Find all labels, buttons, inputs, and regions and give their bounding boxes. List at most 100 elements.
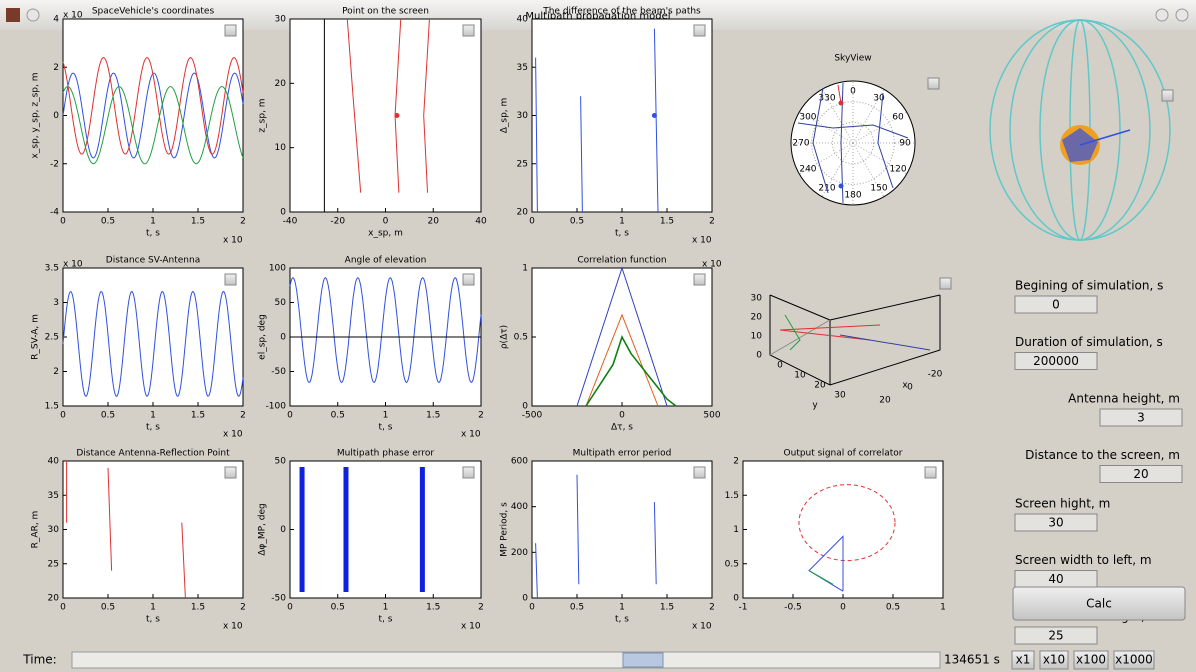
phase-band — [419, 467, 425, 592]
curve — [829, 294, 941, 321]
calc-button[interactable] — [1012, 586, 1186, 621]
y-tick-label: 2 — [733, 457, 739, 467]
speed-button[interactable] — [1011, 650, 1035, 670]
x-tick-label: 0 — [529, 217, 535, 227]
control-value: 30 — [1048, 516, 1063, 530]
app-icon — [6, 8, 20, 22]
x-tick-label: 2 — [478, 411, 484, 421]
plot-title: SpaceVehicle's coordinates — [92, 7, 215, 17]
control-value: 25 — [1048, 629, 1063, 643]
slider-thumb[interactable] — [622, 652, 664, 668]
control-input[interactable] — [1014, 513, 1098, 532]
control-value: 40 — [1048, 572, 1063, 586]
y-tick-label: -100 — [266, 402, 287, 412]
plot-checkbox[interactable] — [927, 77, 940, 90]
plot-title: Distance SV-Antenna — [106, 256, 200, 266]
skyview-spoke — [799, 142, 854, 175]
x-tick-label: 0 — [840, 603, 846, 613]
plot-checkbox[interactable] — [224, 24, 237, 37]
control-input[interactable] — [1099, 465, 1183, 483]
x-tick-label: 2 — [240, 411, 246, 421]
plot-checkbox[interactable] — [1161, 89, 1174, 102]
x-axis-label: t, s — [379, 423, 393, 433]
x-tick-label: 20 — [879, 396, 891, 406]
skyview-label: 150 — [870, 184, 887, 194]
x-tick-label: 1.5 — [191, 411, 205, 421]
skyview-label: 330 — [818, 93, 835, 103]
y-tick-label: -4 — [50, 208, 59, 218]
plot-title: Multipath phase error — [337, 449, 434, 459]
curve — [812, 87, 829, 194]
y-tick-label: 100 — [269, 264, 286, 274]
y-axis-label: y — [812, 401, 818, 411]
x-tick-label: 1 — [383, 603, 389, 613]
axis-exponent: x 10 — [461, 430, 481, 440]
curve — [62, 57, 244, 155]
curve — [769, 319, 831, 356]
z-tick-label: 10 — [751, 332, 763, 342]
plot-checkbox[interactable] — [693, 466, 706, 479]
speed-button[interactable] — [1113, 650, 1155, 670]
x-tick-label: 0.5 — [101, 603, 115, 613]
marker — [838, 183, 844, 189]
close-button[interactable] — [1175, 8, 1189, 22]
x-tick-label: -500 — [522, 411, 543, 421]
control-input[interactable] — [1099, 408, 1183, 427]
x-tick-label: 2 — [240, 603, 246, 613]
plot-checkbox[interactable] — [462, 24, 475, 37]
curve — [423, 18, 430, 193]
plot-checkbox[interactable] — [924, 466, 937, 479]
x-tick-label: -0.5 — [784, 603, 802, 613]
time-slider[interactable] — [71, 651, 941, 669]
x-tick-label: 0.5 — [101, 217, 115, 227]
skyview-spoke — [821, 142, 854, 197]
speed-button[interactable] — [1039, 650, 1069, 670]
y-tick-label: 2.5 — [45, 333, 59, 343]
x-tick-label: 40 — [475, 217, 487, 227]
x-axis-label: Δτ, s — [611, 423, 633, 433]
z-tick-label: 0 — [756, 351, 762, 361]
plot-checkbox[interactable] — [462, 273, 475, 286]
curve — [576, 474, 580, 585]
marker — [394, 113, 400, 118]
plot-checkbox[interactable] — [224, 466, 237, 479]
y-tick-label: 40 — [48, 457, 60, 467]
y-tick-label: 1.5 — [725, 491, 739, 501]
axis-exponent: x 10 — [223, 236, 243, 246]
x-tick-label: 0 — [383, 217, 389, 227]
curve — [837, 84, 842, 104]
minimize-button[interactable] — [1155, 8, 1169, 22]
skyview-label: 90 — [899, 139, 911, 149]
window-menu[interactable] — [26, 8, 40, 22]
plot-checkbox[interactable] — [939, 277, 952, 290]
y-tick-label: 20 — [48, 594, 60, 604]
control-input[interactable] — [1014, 352, 1098, 370]
y-axis-label: x_sp, y_sp, z_sp, m — [31, 72, 41, 158]
plot-checkbox[interactable] — [693, 24, 706, 37]
y-tick-label: 30 — [834, 391, 846, 401]
speed-button[interactable] — [1073, 650, 1109, 670]
plot-checkbox[interactable] — [462, 466, 475, 479]
y-tick-label: 30 — [517, 111, 529, 121]
y-tick-label: 40 — [517, 15, 529, 25]
x-tick-label: 0 — [619, 411, 625, 421]
x-tick-label: 0 — [60, 603, 66, 613]
y-tick-label: 4 — [53, 15, 59, 25]
x-tick-label: 0.5 — [886, 603, 900, 613]
y-tick-label: 35 — [48, 491, 59, 501]
plot-title: Multipath error period — [573, 449, 672, 459]
y-tick-label: 0 — [280, 333, 286, 343]
plot-checkbox[interactable] — [224, 273, 237, 286]
x-tick-label: 1 — [150, 411, 156, 421]
plot-checkbox[interactable] — [693, 273, 706, 286]
x-tick-label: 0.5 — [570, 603, 584, 613]
plot-title: Correlation function — [577, 256, 666, 266]
y-tick-label: 10 — [794, 371, 806, 381]
skyview-label: 120 — [889, 165, 906, 175]
x-axis-label: x_sp, m — [368, 229, 403, 239]
y-axis-label: z_sp, m — [258, 98, 268, 132]
control-input[interactable] — [1014, 295, 1098, 314]
control-input[interactable] — [1014, 626, 1098, 645]
x-tick-label: -40 — [283, 217, 298, 227]
axis-exponent: x 10 — [692, 622, 712, 632]
